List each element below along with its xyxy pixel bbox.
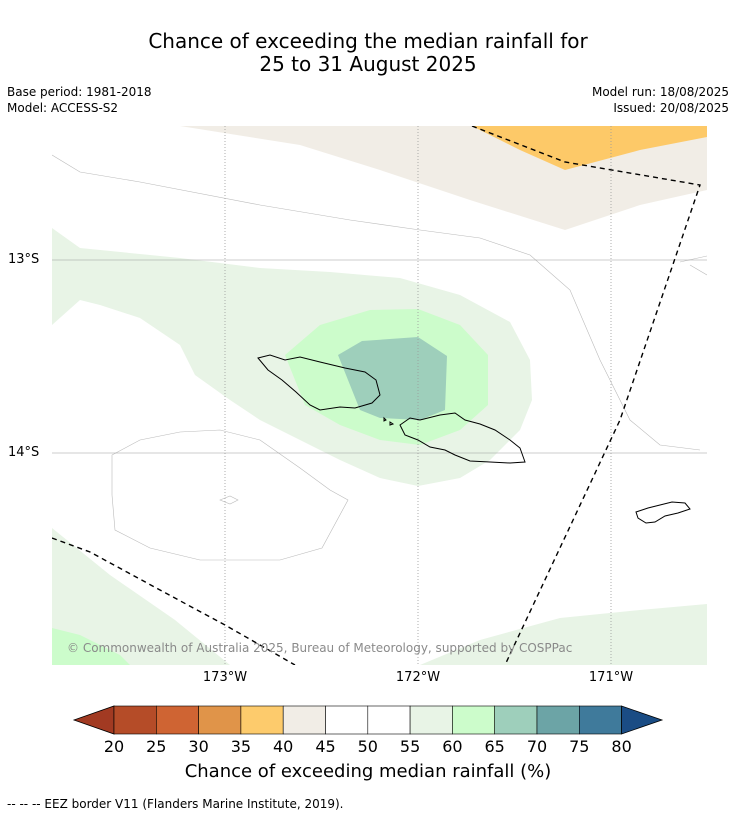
issued-date: Issued: 20/08/2025 (613, 101, 729, 115)
colorbar-segment (452, 705, 495, 735)
base-period: Base period: 1981-2018 (7, 85, 152, 99)
colorbar-extend-high (621, 705, 664, 735)
manono-island (383, 416, 387, 422)
apolima-island (389, 421, 395, 426)
tutuila-island (635, 501, 691, 524)
colorbar-tick-label: 75 (569, 737, 590, 756)
colorbar-tick-label: 25 (146, 737, 167, 756)
colorbar-segment (536, 705, 580, 735)
lon-label-172w: 172°W (395, 670, 441, 685)
samoa-islands (257, 354, 526, 464)
colorbar-tick-label: 70 (526, 737, 548, 756)
colorbar-segment (156, 705, 199, 735)
colorbar-title: Chance of exceeding median rainfall (%) (184, 761, 552, 782)
colorbar-tick-label: 60 (442, 737, 463, 756)
title-line-2: 25 to 31 August 2025 (259, 52, 477, 76)
model-name: Model: ACCESS-S2 (7, 101, 119, 115)
contour-55-60-south (52, 528, 230, 665)
contour-65-70 (338, 337, 447, 420)
meta-right: Model run: 18/08/2025 Issued: 20/08/2025 (592, 84, 729, 116)
graticule (52, 126, 707, 665)
eez-footnote: -- -- -- EEZ border V11 (Flanders Marine… (7, 797, 344, 811)
eez-border (52, 126, 701, 665)
colorbar-tick-label: 55 (399, 737, 421, 756)
colorbar-segment (367, 705, 411, 735)
title-line-1: Chance of exceeding the median rainfall … (148, 29, 588, 53)
contour-lines (52, 154, 707, 561)
copyright-notice: © Commonwealth of Australia 2025, Bureau… (67, 641, 573, 655)
colorbar-tick-label: 40 (273, 737, 294, 756)
colorbar-segment (240, 705, 284, 735)
colorbar-segment (409, 705, 453, 735)
contour-55-60-southeast (420, 604, 707, 665)
contour-35-40 (472, 126, 707, 170)
meta-left: Base period: 1981-2018 Model: ACCESS-S2 (7, 84, 152, 116)
colorbar-tick-label: 35 (230, 737, 252, 756)
savaii-island (257, 354, 381, 411)
lon-label-173w: 173°W (202, 670, 248, 685)
upolu-island (399, 412, 526, 464)
colorbar-segment (578, 705, 622, 735)
colorbar (72, 705, 664, 735)
colorbar-tick-label: 80 (611, 737, 632, 756)
colorbar-segment (282, 705, 326, 735)
colorbar-tick-label: 20 (103, 737, 125, 756)
contour-60-65-south (52, 628, 130, 665)
lon-label-171w: 171°W (588, 670, 634, 685)
colorbar-tick-label: 45 (315, 737, 336, 756)
colorbar-segment (113, 705, 157, 735)
lat-label-14s: 14°S (8, 445, 40, 460)
lat-label-13s: 13°S (8, 252, 40, 267)
model-run: Model run: 18/08/2025 (591, 85, 729, 99)
colorbar-segment (198, 705, 242, 735)
colorbar-segment (494, 705, 538, 735)
colorbar-tick-label: 65 (484, 737, 505, 756)
chart-title: Chance of exceeding the median rainfall … (0, 30, 736, 76)
colorbar-tick-label: 50 (357, 737, 378, 756)
colorbar-segment (325, 705, 369, 735)
colorbar-extend-low (72, 705, 115, 735)
colorbar-tick-label: 30 (188, 737, 209, 756)
